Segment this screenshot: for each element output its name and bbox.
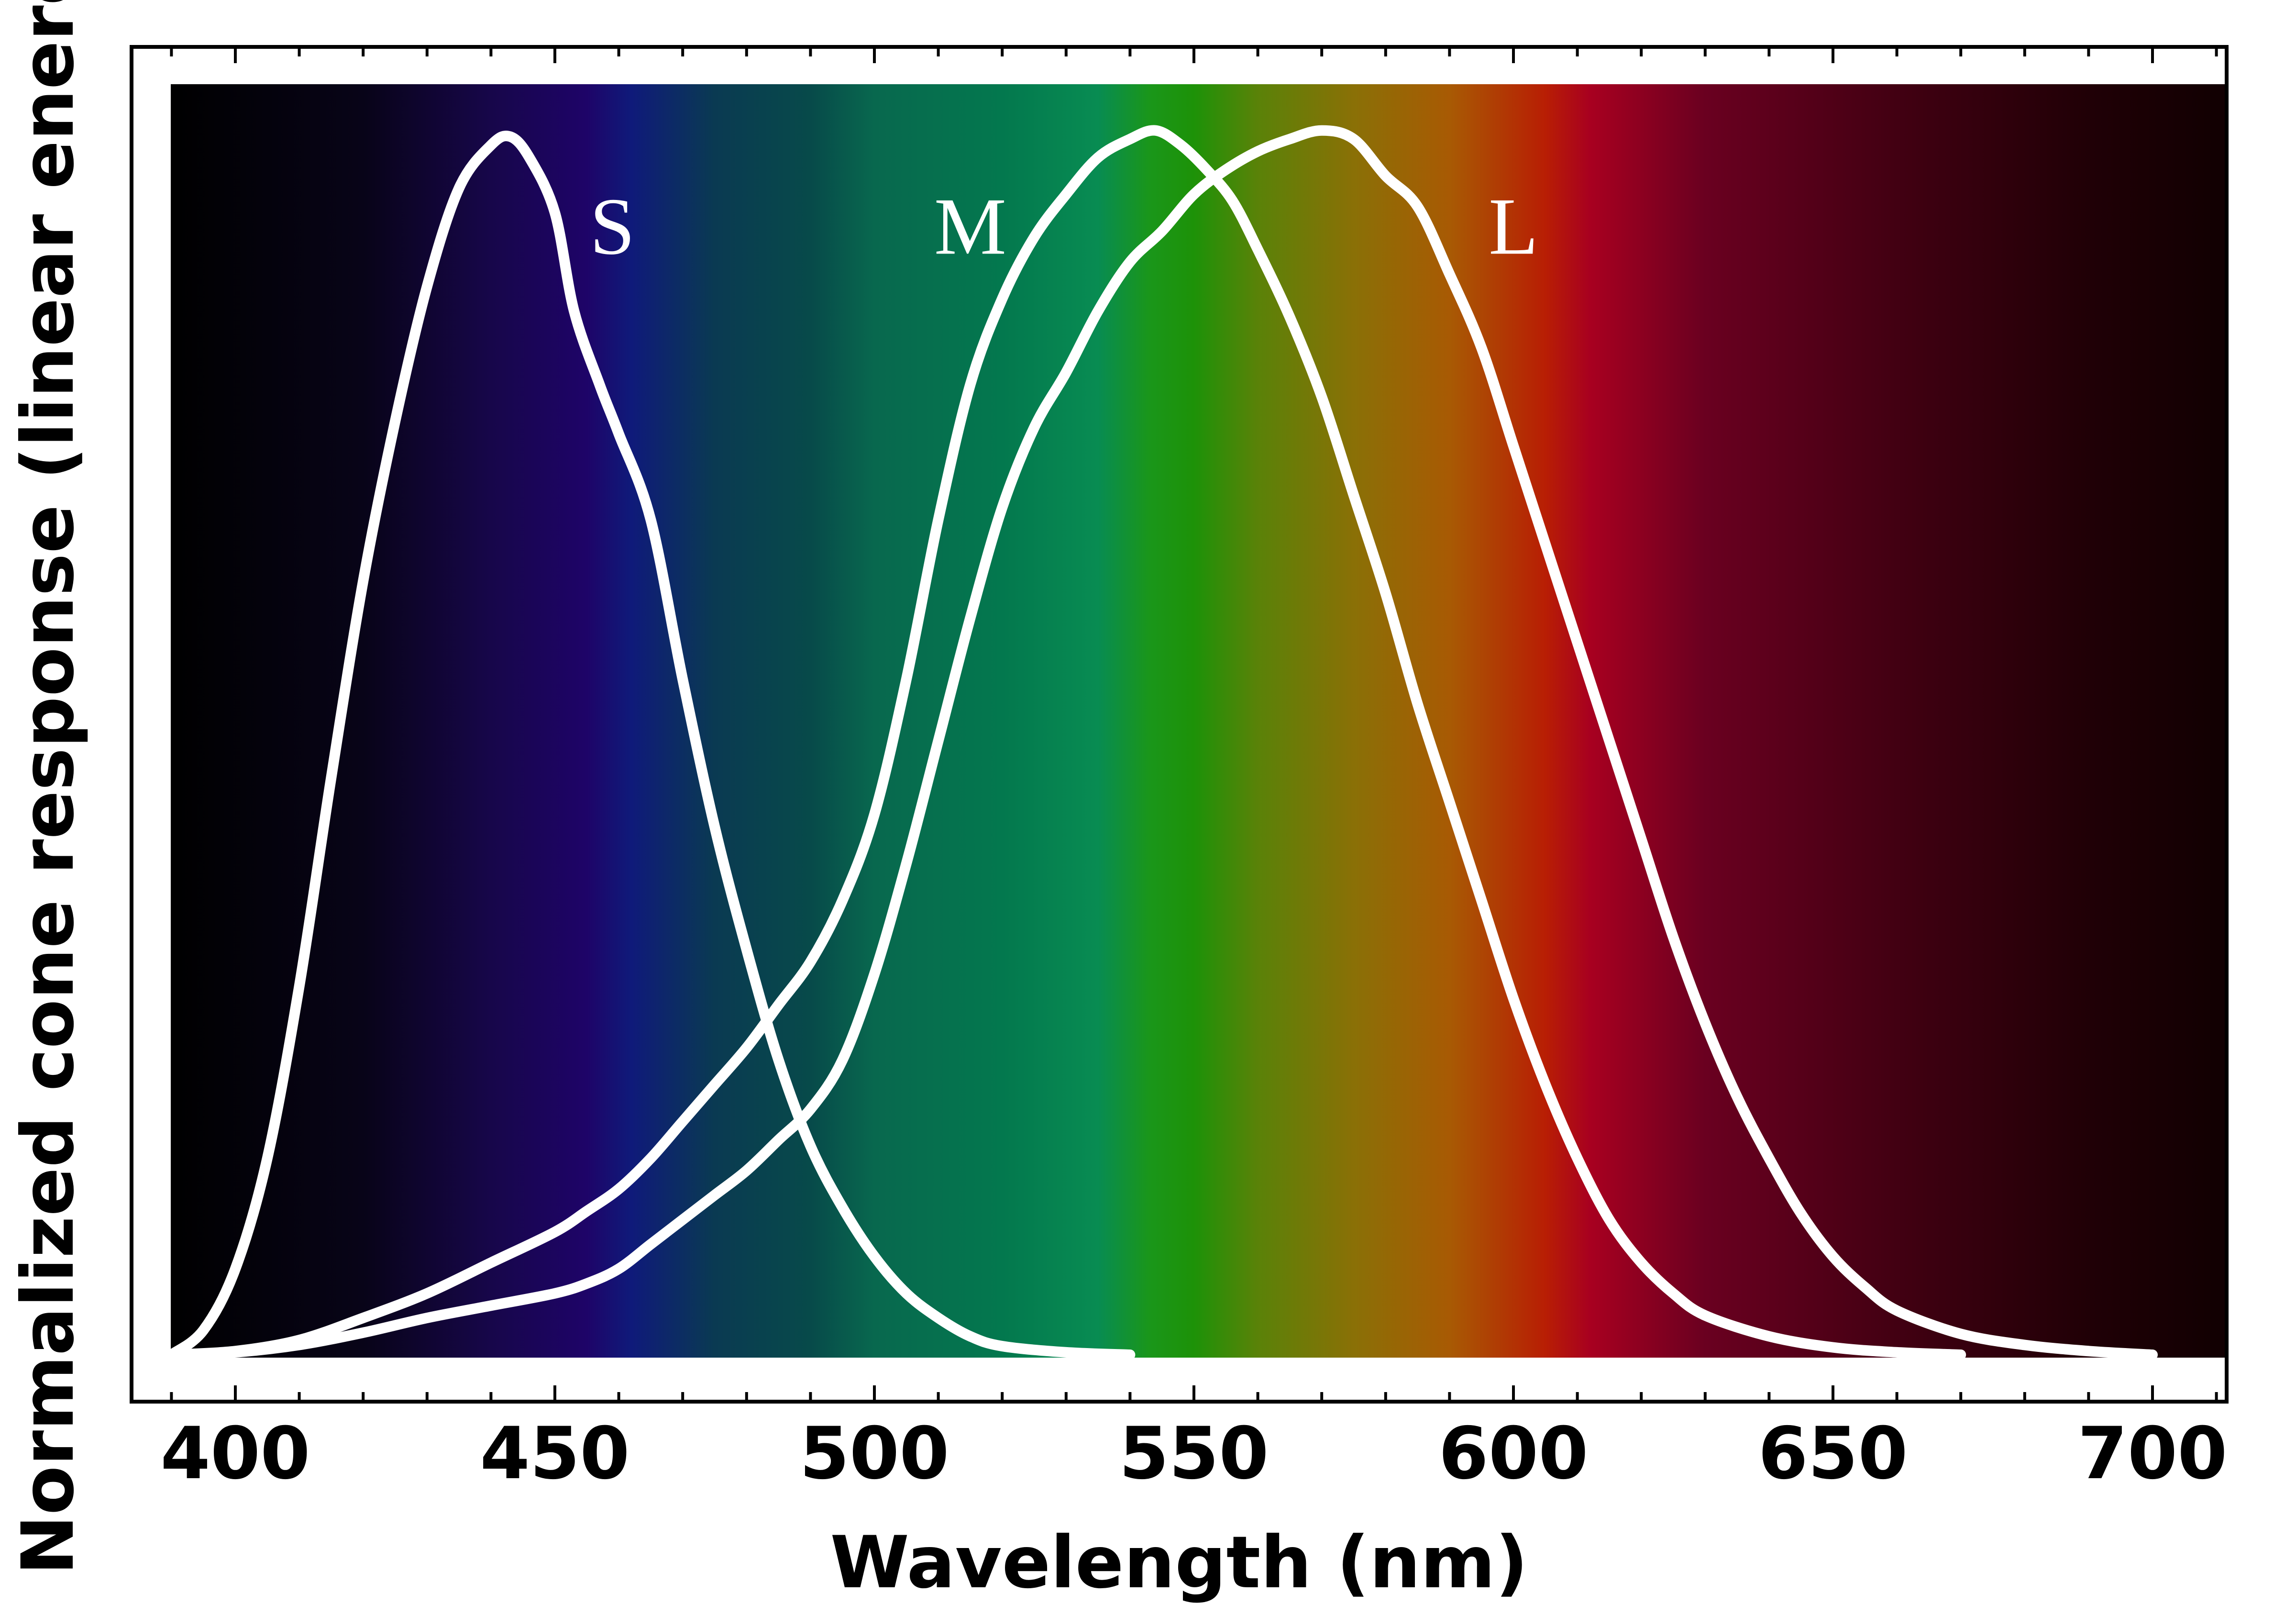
x-tick-label-600: 600 <box>1438 1412 1588 1495</box>
x-axis-title: Wavelength (nm) <box>830 1521 1528 1604</box>
curve-m <box>166 125 1966 1360</box>
curve-l <box>166 125 2158 1360</box>
series-label-m: M <box>934 181 1006 271</box>
curves <box>166 125 2158 1360</box>
spectrum-background <box>171 84 2225 1358</box>
curve-s <box>166 131 1136 1360</box>
series-label-l: L <box>1489 181 1538 271</box>
series-label-s: S <box>590 181 635 271</box>
x-tick-label-500: 500 <box>799 1412 949 1495</box>
x-tick-labels: 400 450 500 550 600 650 700 <box>160 1412 2227 1495</box>
y-axis-title: Normalized cone response (linear energy) <box>7 0 90 1575</box>
x-tick-label-650: 650 <box>1758 1412 1908 1495</box>
x-tick-label-700: 700 <box>2077 1412 2227 1495</box>
tick-marks <box>170 47 2218 1402</box>
x-tick-label-400: 400 <box>160 1412 310 1495</box>
x-tick-label-450: 450 <box>480 1412 629 1495</box>
x-tick-label-550: 550 <box>1119 1412 1269 1495</box>
